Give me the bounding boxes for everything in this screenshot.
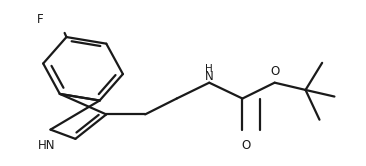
Text: O: O <box>270 65 279 79</box>
Text: H: H <box>205 64 213 74</box>
Text: N: N <box>205 70 214 83</box>
Text: O: O <box>242 139 251 152</box>
Text: F: F <box>37 13 43 26</box>
Text: HN: HN <box>38 139 56 152</box>
